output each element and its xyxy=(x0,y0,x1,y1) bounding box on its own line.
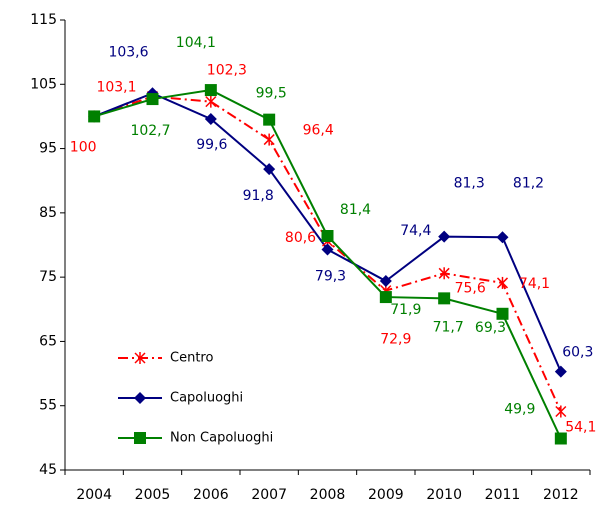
marker xyxy=(554,365,567,378)
x-tick-label: 2011 xyxy=(485,487,521,503)
marker xyxy=(321,230,334,242)
marker xyxy=(554,432,567,445)
y-tick-label: 45 xyxy=(39,462,57,478)
data-label: 54,1 xyxy=(565,420,596,436)
y-tick-label: 95 xyxy=(39,141,57,157)
data-label: 81,2 xyxy=(513,175,544,191)
x-tick-label: 2004 xyxy=(76,487,112,503)
data-label: 74,4 xyxy=(400,223,431,239)
marker xyxy=(438,292,451,305)
data-label: 72,9 xyxy=(380,332,411,348)
marker xyxy=(134,432,146,444)
y-tick-label: 115 xyxy=(30,12,57,28)
x-tick-label: 2010 xyxy=(426,487,462,503)
x-tick-label: 2009 xyxy=(368,487,404,503)
x-tick-label: 2007 xyxy=(251,487,287,503)
data-label: 80,6 xyxy=(285,230,316,246)
marker xyxy=(263,113,276,126)
data-label: 104,1 xyxy=(176,35,216,51)
marker xyxy=(555,405,567,418)
marker xyxy=(438,267,450,280)
marker xyxy=(379,275,392,287)
y-tick-label: 85 xyxy=(39,205,57,221)
y-tick-label: 55 xyxy=(39,398,57,414)
data-label: 79,3 xyxy=(315,269,346,285)
marker xyxy=(204,84,217,97)
data-label: 102,7 xyxy=(130,123,170,139)
data-label: 71,7 xyxy=(433,319,464,335)
data-label: 96,4 xyxy=(303,123,334,139)
marker xyxy=(496,276,509,289)
data-label: 99,5 xyxy=(256,86,287,102)
marker xyxy=(134,392,146,404)
data-label: 99,6 xyxy=(196,137,227,153)
data-label: 100 xyxy=(70,139,97,155)
data-label: 91,8 xyxy=(243,188,274,204)
legend-label: Centro xyxy=(170,351,213,366)
data-label: 60,3 xyxy=(562,345,593,361)
x-tick-label: 2005 xyxy=(135,487,171,503)
data-label: 103,1 xyxy=(96,80,136,96)
x-tick-label: 2012 xyxy=(543,487,579,503)
data-label: 74,1 xyxy=(519,276,550,292)
data-label: 103,6 xyxy=(108,44,148,60)
marker xyxy=(88,110,101,123)
data-label: 75,6 xyxy=(455,280,486,296)
data-label: 81,4 xyxy=(340,202,371,218)
data-label: 102,3 xyxy=(207,63,247,79)
data-label: 49,9 xyxy=(504,402,535,418)
marker xyxy=(146,93,159,106)
marker xyxy=(321,243,334,256)
marker xyxy=(204,113,217,125)
marker xyxy=(496,231,509,244)
marker xyxy=(205,95,217,108)
marker xyxy=(379,291,392,304)
y-tick-label: 65 xyxy=(39,333,57,349)
marker xyxy=(134,352,146,364)
data-label: 69,3 xyxy=(475,320,506,336)
y-tick-label: 105 xyxy=(30,76,57,92)
marker xyxy=(496,307,509,320)
series-line xyxy=(93,89,562,439)
legend-label: Non Capoluoghi xyxy=(170,431,273,446)
legend-label: Capoluoghi xyxy=(170,391,243,406)
marker xyxy=(263,133,275,146)
x-tick-label: 2006 xyxy=(193,487,229,503)
data-label: 81,3 xyxy=(454,176,485,192)
y-tick-label: 75 xyxy=(39,269,57,285)
data-label: 71,9 xyxy=(390,302,421,318)
x-tick-label: 2008 xyxy=(310,487,346,503)
marker xyxy=(263,163,276,176)
marker xyxy=(438,230,451,243)
